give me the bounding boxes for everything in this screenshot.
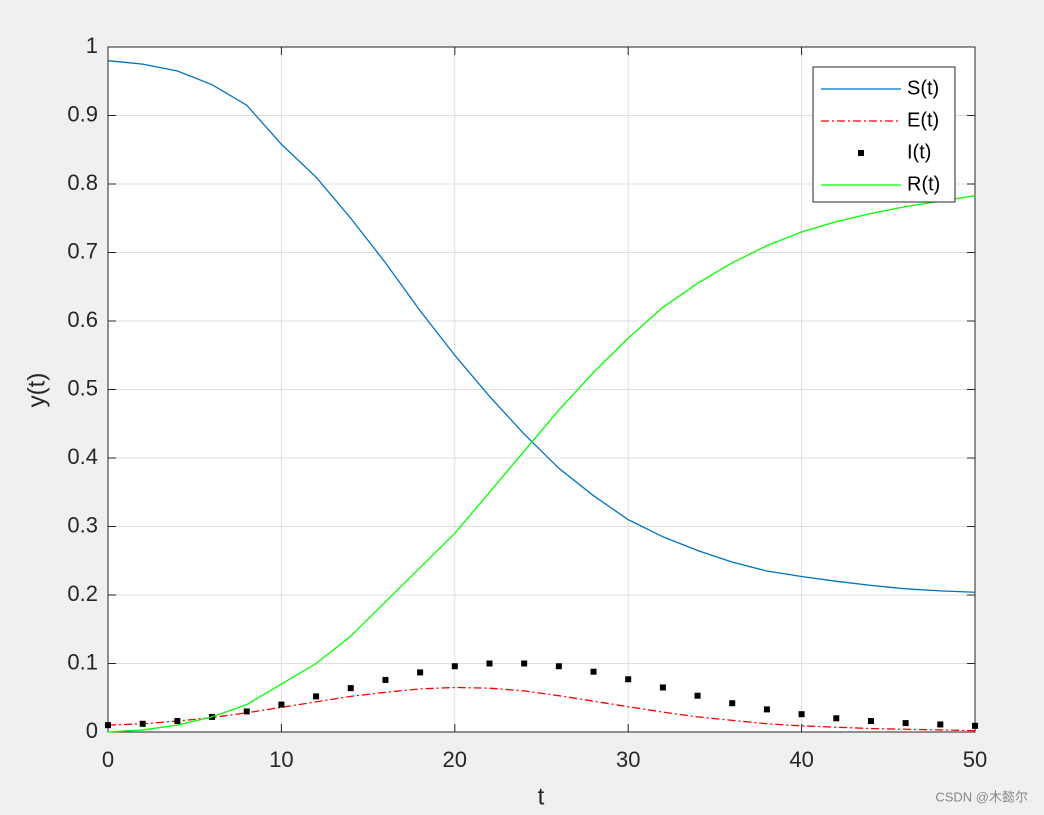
x-axis-label: t xyxy=(538,783,545,810)
legend-label: I(t) xyxy=(907,141,931,163)
y-tick-label: 0.8 xyxy=(67,170,98,195)
y-tick-label: 0.5 xyxy=(67,375,98,400)
y-tick-label: 0.2 xyxy=(67,581,98,606)
marker xyxy=(451,663,458,670)
marker xyxy=(694,692,701,699)
marker xyxy=(763,706,770,713)
legend-label: E(t) xyxy=(907,109,939,131)
watermark: CSDN @木懿尔 xyxy=(935,789,1028,804)
series-line xyxy=(107,686,976,732)
legend-label: R(t) xyxy=(907,173,940,195)
y-tick-label: 0.1 xyxy=(67,649,98,674)
marker xyxy=(937,721,944,728)
y-tick-label: 0 xyxy=(86,718,98,743)
marker xyxy=(521,660,528,667)
y-tick-label: 0.4 xyxy=(67,444,98,469)
y-tick-label: 1 xyxy=(86,33,98,58)
marker xyxy=(417,669,424,676)
marker xyxy=(243,708,250,715)
marker xyxy=(798,711,805,718)
x-tick-label: 50 xyxy=(963,747,987,772)
marker xyxy=(278,701,285,708)
marker xyxy=(139,720,146,727)
marker xyxy=(867,718,874,725)
marker xyxy=(729,700,736,707)
marker xyxy=(833,715,840,722)
series-line xyxy=(107,60,976,593)
legend-swatch xyxy=(858,150,864,156)
marker xyxy=(486,660,493,667)
marker xyxy=(347,685,354,692)
marker xyxy=(590,668,597,675)
x-tick-label: 0 xyxy=(102,747,114,772)
marker xyxy=(382,676,389,683)
legend-label: S(t) xyxy=(907,77,939,99)
x-tick-label: 30 xyxy=(616,747,640,772)
marker xyxy=(313,693,320,700)
y-tick-label: 0.6 xyxy=(67,307,98,332)
marker xyxy=(625,676,632,683)
y-tick-label: 0.7 xyxy=(67,238,98,263)
marker xyxy=(972,722,978,729)
x-tick-label: 40 xyxy=(789,747,813,772)
x-tick-label: 20 xyxy=(443,747,467,772)
y-axis-label: y(t) xyxy=(23,373,50,408)
series-line xyxy=(107,195,976,733)
marker xyxy=(902,720,909,727)
marker xyxy=(105,722,111,729)
marker xyxy=(659,684,666,691)
marker xyxy=(174,718,181,725)
y-tick-label: 0.9 xyxy=(67,101,98,126)
x-tick-label: 10 xyxy=(269,747,293,772)
y-tick-label: 0.3 xyxy=(67,512,98,537)
axes-box xyxy=(107,46,976,733)
marker xyxy=(555,663,562,670)
